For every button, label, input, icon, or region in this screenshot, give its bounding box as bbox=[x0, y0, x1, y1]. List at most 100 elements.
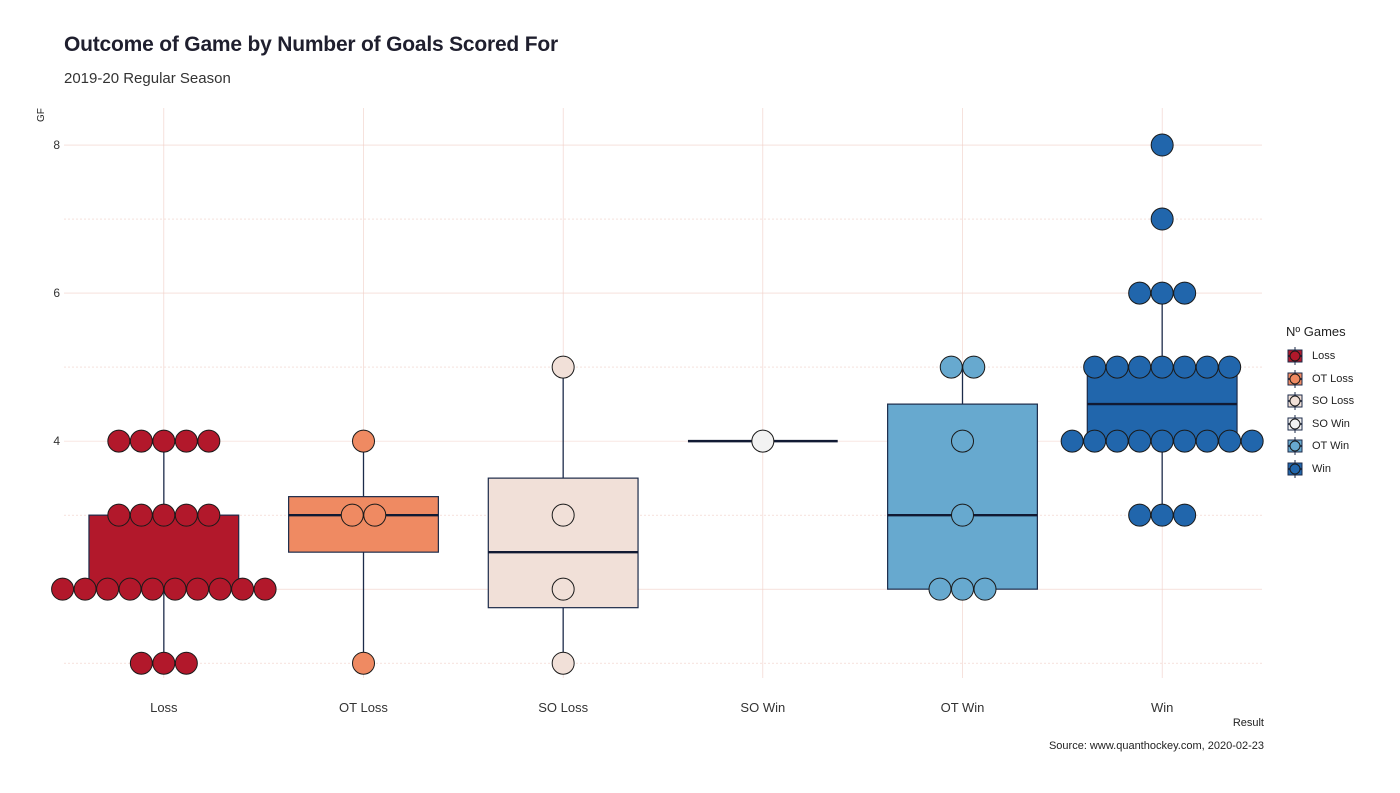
x-tick-label: OT Loss bbox=[339, 700, 388, 715]
x-axis-label: Result bbox=[1232, 717, 1264, 729]
x-tick-label: Win bbox=[1151, 700, 1173, 715]
data-point-loss bbox=[107, 503, 131, 527]
legend-item-so-loss: SO Loss bbox=[1286, 390, 1354, 413]
data-point-loss bbox=[129, 651, 153, 675]
legend-item-so-win: SO Win bbox=[1286, 413, 1354, 436]
data-point-loss bbox=[141, 577, 165, 601]
y-tick-label: 6 bbox=[53, 286, 60, 300]
data-point-loss bbox=[174, 651, 198, 675]
legend-label: OT Win bbox=[1312, 440, 1350, 453]
data-point-loss bbox=[197, 503, 221, 527]
data-point-ot-loss bbox=[340, 503, 364, 527]
data-point-loss bbox=[174, 503, 198, 527]
data-point-loss bbox=[118, 577, 142, 601]
data-point-loss bbox=[186, 577, 210, 601]
data-point-loss bbox=[152, 503, 176, 527]
data-point-win bbox=[1173, 355, 1197, 379]
legend-label: SO Win bbox=[1312, 417, 1350, 430]
legend-swatch bbox=[1287, 369, 1303, 388]
legend-item-ot-loss: OT Loss bbox=[1286, 368, 1354, 391]
box-loss bbox=[88, 514, 240, 590]
data-point-win bbox=[1128, 429, 1152, 453]
data-point-win bbox=[1150, 503, 1174, 527]
data-point-loss bbox=[174, 429, 198, 453]
data-point-loss bbox=[129, 503, 153, 527]
data-point-ot-win bbox=[962, 355, 986, 379]
data-point-loss bbox=[152, 651, 176, 675]
data-point-so-loss bbox=[551, 651, 575, 675]
data-point-ot-win bbox=[951, 429, 974, 453]
legend: Nº Games Loss OT Loss SO Loss SO Win OT Win W… bbox=[1286, 324, 1354, 480]
data-point-ot-win bbox=[928, 577, 952, 601]
legend-title: Nº Games bbox=[1286, 324, 1346, 339]
data-point-win bbox=[1128, 281, 1152, 305]
legend-item-ot-win: OT Win bbox=[1286, 435, 1354, 458]
data-point-ot-win bbox=[951, 503, 974, 527]
x-tick-label: OT Win bbox=[941, 700, 985, 715]
data-point-win bbox=[1150, 133, 1174, 157]
box-so-loss bbox=[487, 477, 639, 609]
legend-swatch bbox=[1287, 459, 1303, 478]
data-point-win bbox=[1173, 429, 1197, 453]
data-point-so-loss bbox=[551, 577, 575, 601]
y-tick-label: 4 bbox=[53, 434, 60, 448]
data-point-win bbox=[1240, 429, 1264, 453]
legend-swatch bbox=[1287, 414, 1303, 433]
y-tick-label: 8 bbox=[53, 138, 60, 152]
legend-swatch bbox=[1287, 392, 1303, 411]
data-point-win bbox=[1218, 429, 1242, 453]
data-point-loss bbox=[197, 429, 221, 453]
data-point-loss bbox=[152, 429, 176, 453]
data-point-win bbox=[1150, 281, 1174, 305]
data-point-win bbox=[1173, 281, 1197, 305]
source-caption: Source: www.quanthockey.com, 2020-02-23 bbox=[1048, 740, 1264, 752]
legend-label: Loss bbox=[1312, 350, 1336, 363]
data-point-loss bbox=[163, 577, 187, 601]
legend-label: OT Loss bbox=[1312, 372, 1354, 385]
data-point-win bbox=[1060, 429, 1084, 453]
legend-swatch bbox=[1287, 437, 1303, 456]
data-point-so-loss bbox=[551, 355, 575, 379]
chart-title: Outcome of Game by Number of Goals Score… bbox=[64, 33, 558, 56]
data-point-win bbox=[1150, 207, 1174, 231]
data-point-loss bbox=[96, 577, 120, 601]
chart-subtitle: 2019-20 Regular Season bbox=[64, 70, 231, 87]
legend-item-loss: Loss bbox=[1286, 345, 1354, 368]
data-point-so-loss bbox=[551, 503, 575, 527]
data-point-loss bbox=[73, 577, 97, 601]
x-tick-label: SO Loss bbox=[538, 700, 588, 715]
data-point-win bbox=[1083, 355, 1107, 379]
data-point-win bbox=[1195, 355, 1219, 379]
data-point-ot-loss bbox=[352, 651, 375, 675]
data-point-win bbox=[1173, 503, 1197, 527]
data-point-loss bbox=[253, 577, 277, 601]
data-point-ot-loss bbox=[352, 429, 375, 453]
data-point-loss bbox=[231, 577, 255, 601]
data-point-ot-win bbox=[939, 355, 963, 379]
data-point-loss bbox=[107, 429, 131, 453]
legend-swatch bbox=[1287, 347, 1303, 366]
box-ot-loss bbox=[288, 496, 439, 553]
data-point-loss bbox=[51, 577, 75, 601]
data-point-so-win bbox=[751, 429, 775, 453]
data-point-win bbox=[1083, 429, 1107, 453]
data-point-win bbox=[1128, 355, 1152, 379]
legend-label: SO Loss bbox=[1312, 395, 1355, 408]
data-point-win bbox=[1128, 503, 1152, 527]
data-point-win bbox=[1105, 429, 1129, 453]
data-point-win bbox=[1105, 355, 1129, 379]
data-point-loss bbox=[129, 429, 153, 453]
legend-items: Loss OT Loss SO Loss SO Win OT Win Win bbox=[1286, 345, 1354, 480]
x-tick-label: SO Win bbox=[740, 700, 785, 715]
data-point-ot-win bbox=[951, 577, 974, 601]
x-tick-label: Loss bbox=[150, 700, 178, 715]
data-point-ot-loss bbox=[363, 503, 387, 527]
data-point-win bbox=[1150, 429, 1174, 453]
data-point-ot-win bbox=[973, 577, 997, 601]
legend-item-win: Win bbox=[1286, 458, 1354, 481]
data-point-win bbox=[1150, 355, 1174, 379]
data-point-win bbox=[1218, 355, 1242, 379]
legend-label: Win bbox=[1312, 462, 1331, 475]
data-point-loss bbox=[208, 577, 232, 601]
